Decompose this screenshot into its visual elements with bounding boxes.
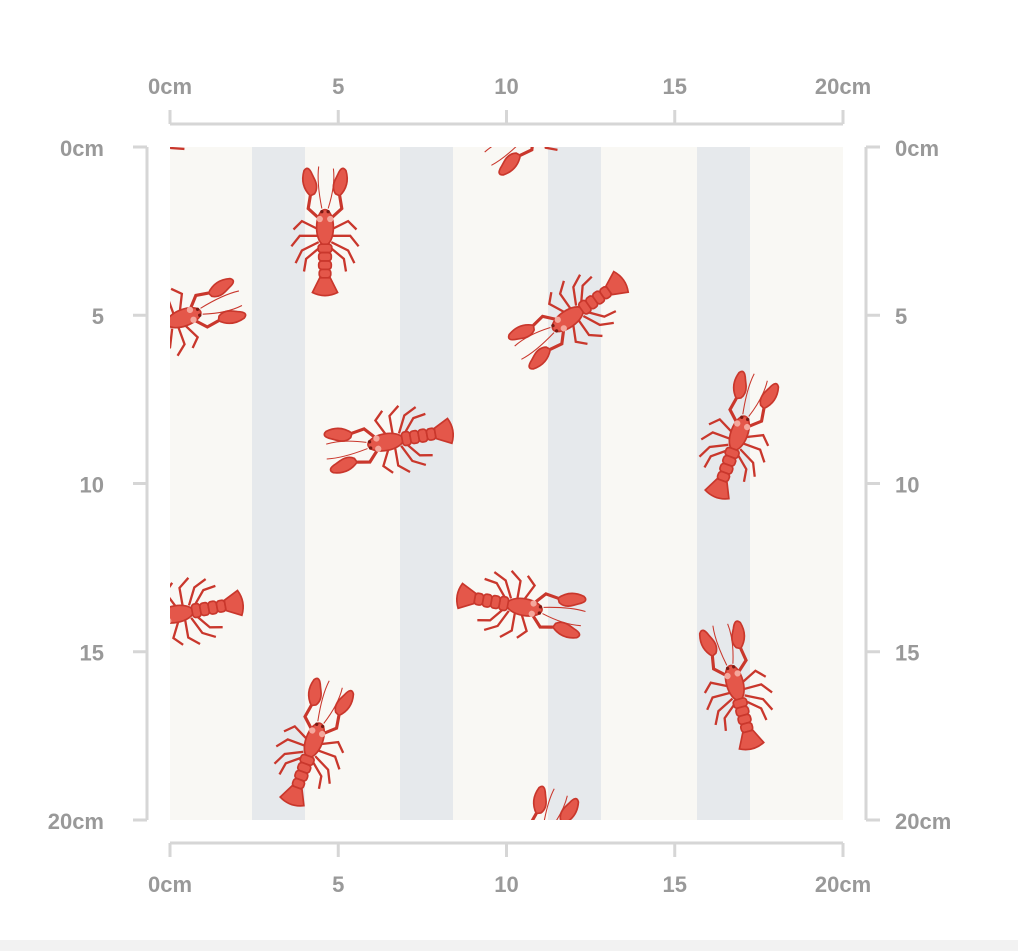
- ruler-label: 10: [895, 472, 919, 497]
- footer-bar: [0, 940, 1018, 951]
- ruler-label: 5: [332, 74, 344, 99]
- ruler-label: 0cm: [60, 136, 104, 161]
- ruler-label: 15: [663, 872, 687, 897]
- ruler-label: 0cm: [148, 74, 192, 99]
- ruler-label: 15: [663, 74, 687, 99]
- rulers: 0cm 5 10 15 20cm 0cm 5 10 15 20cm 0cm 5 10 15 20cm 0cm 5…: [48, 74, 952, 897]
- ruler-label: 5: [92, 304, 104, 329]
- ruler-label: 20cm: [815, 872, 871, 897]
- ruler-label: 0cm: [148, 872, 192, 897]
- ruler-label: 20cm: [895, 809, 951, 834]
- ruler-label: 10: [80, 472, 104, 497]
- ruler-label: 10: [494, 74, 518, 99]
- ruler-label: 5: [895, 304, 907, 329]
- ruler-label: 20cm: [815, 74, 871, 99]
- ruler-label: 10: [494, 872, 518, 897]
- ruler-label: 20cm: [48, 809, 104, 834]
- ruler-label: 15: [895, 641, 919, 666]
- ruler-label: 0cm: [895, 136, 939, 161]
- ruler-label: 15: [80, 641, 104, 666]
- ruler-label: 5: [332, 872, 344, 897]
- fabric-pattern: [170, 147, 843, 820]
